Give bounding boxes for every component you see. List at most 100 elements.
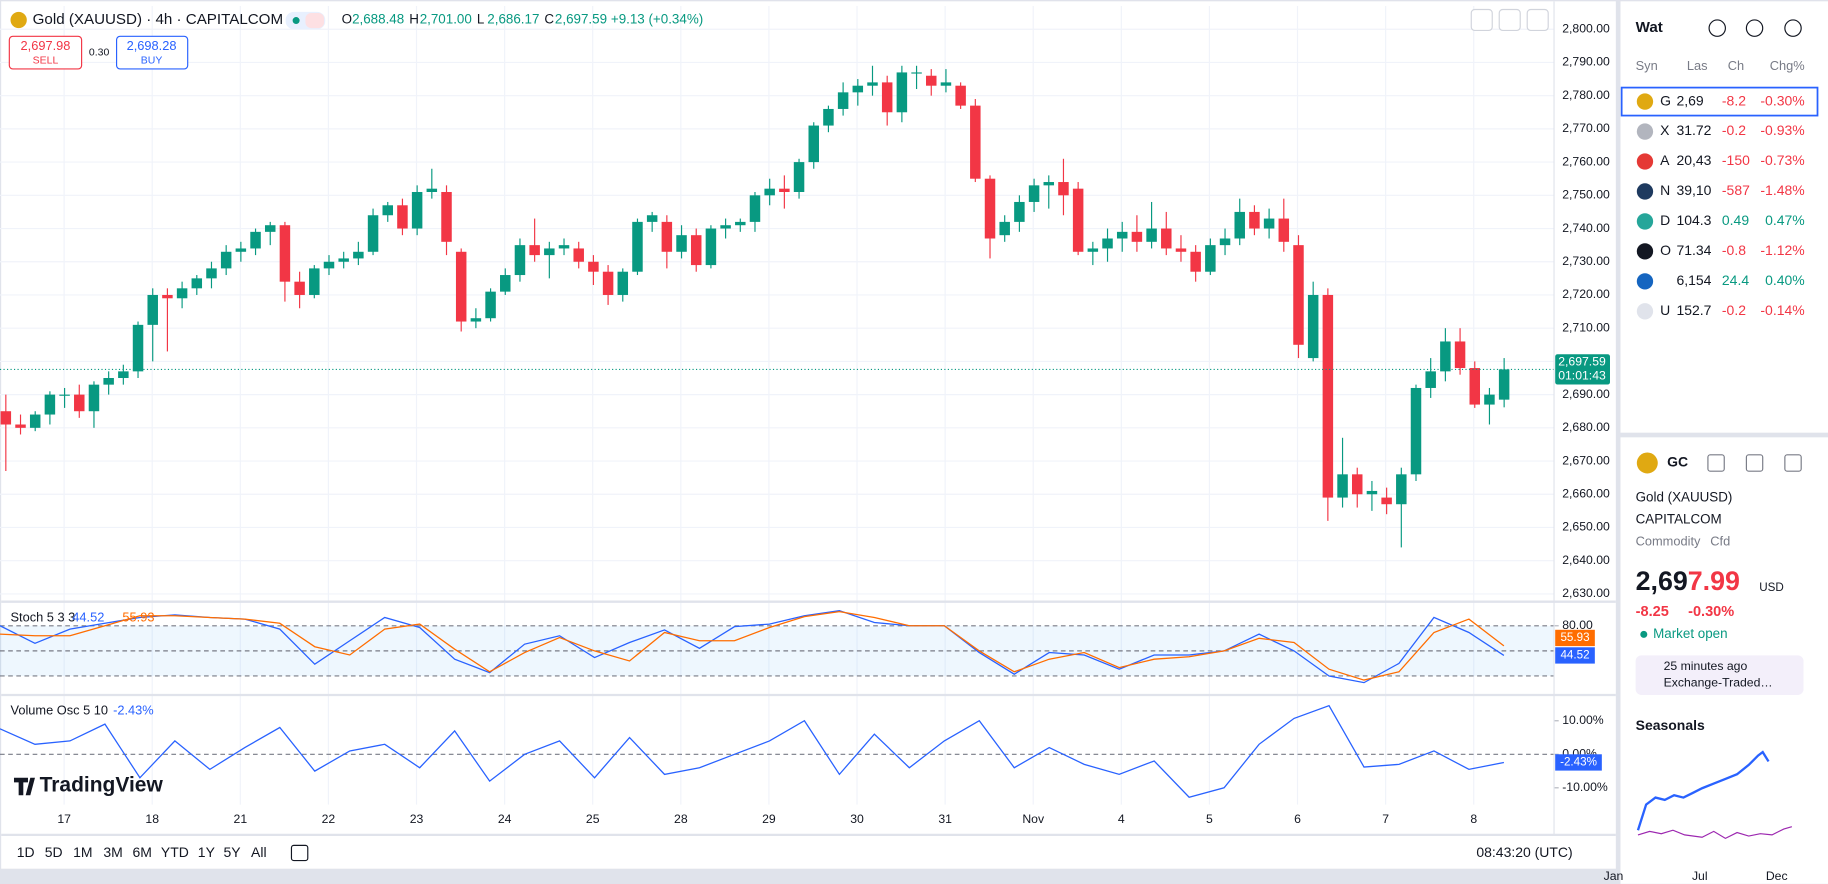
candle-body bbox=[1322, 294, 1334, 498]
candle-body bbox=[617, 271, 629, 295]
symbol-icon bbox=[1636, 123, 1654, 140]
candle-body bbox=[411, 191, 423, 229]
candle-body bbox=[808, 125, 819, 163]
sell-price: 2,697.98 bbox=[21, 38, 71, 53]
candle-body bbox=[279, 225, 291, 282]
candle-body bbox=[881, 82, 893, 113]
candle-body bbox=[176, 288, 188, 299]
buy-button[interactable] bbox=[115, 35, 189, 70]
change: -150 bbox=[1722, 152, 1750, 168]
last-price: 39,10 bbox=[1676, 182, 1711, 198]
price-main: 2,69 bbox=[1636, 566, 1688, 596]
compare-icon[interactable] bbox=[290, 844, 309, 862]
y-tick-label: 2,800.00 bbox=[1562, 21, 1610, 35]
x-tick-label: 18 bbox=[145, 812, 159, 826]
range-button[interactable]: 1Y bbox=[198, 844, 216, 860]
y-tick-label: 80.00 bbox=[1562, 618, 1593, 632]
candle-body bbox=[397, 205, 408, 229]
x-tick-label: 4 bbox=[1118, 812, 1125, 826]
price-tail: 7.99 bbox=[1688, 566, 1740, 596]
range-button[interactable]: All bbox=[251, 844, 267, 860]
candle-body bbox=[1014, 201, 1025, 222]
chart-button[interactable] bbox=[1470, 8, 1493, 32]
panel-button[interactable] bbox=[1745, 19, 1764, 37]
candle-body bbox=[1028, 185, 1040, 202]
change-pct: 0.40% bbox=[1765, 272, 1805, 288]
buy-price: 2,698.28 bbox=[127, 38, 177, 53]
candle-body bbox=[544, 248, 555, 256]
candle-body bbox=[588, 261, 599, 272]
news-card[interactable] bbox=[1635, 655, 1804, 695]
range-button[interactable]: 1M bbox=[73, 844, 92, 860]
candle-body bbox=[1307, 294, 1319, 359]
candle-body bbox=[1498, 369, 1510, 400]
candle-body bbox=[1190, 251, 1201, 272]
y-tick-label: 2,630.00 bbox=[1562, 586, 1610, 600]
panel-button[interactable] bbox=[1784, 19, 1802, 37]
chart-button[interactable] bbox=[1526, 8, 1549, 32]
range-button[interactable]: 5D bbox=[45, 844, 63, 860]
seasonal-line bbox=[1637, 826, 1793, 840]
market-status: Market open bbox=[1653, 626, 1727, 641]
symbol[interactable]: G bbox=[1660, 92, 1671, 108]
column-header: Syn bbox=[1636, 58, 1658, 73]
ohlc-value: 2,697.59 bbox=[555, 12, 607, 27]
ohlc-label: H bbox=[409, 12, 419, 27]
candle-body bbox=[44, 394, 56, 415]
symbol[interactable]: A bbox=[1660, 152, 1670, 168]
change-pct: -0.30% bbox=[1760, 92, 1804, 108]
indicator-title: Volume Osc 5 10 bbox=[10, 703, 108, 718]
symbol[interactable]: D bbox=[1660, 212, 1670, 228]
x-tick-label: 21 bbox=[234, 812, 248, 826]
change-pct: -1.12% bbox=[1760, 242, 1804, 258]
sell-button[interactable] bbox=[8, 35, 83, 70]
candle-body bbox=[250, 231, 261, 249]
last-price: 152.7 bbox=[1676, 302, 1711, 318]
change: -0.2 bbox=[1722, 302, 1746, 318]
x-tick-label: 31 bbox=[938, 812, 952, 826]
chart-button[interactable] bbox=[1498, 8, 1521, 32]
spread: 0.30 bbox=[89, 47, 110, 58]
news-time: 25 minutes ago bbox=[1664, 659, 1748, 673]
range-button[interactable]: 5Y bbox=[223, 844, 241, 860]
range-button[interactable]: 1D bbox=[17, 844, 35, 860]
candle-body bbox=[1469, 368, 1481, 405]
last-price: 2,69 bbox=[1676, 92, 1703, 108]
candle-body bbox=[1263, 218, 1275, 229]
candle-body bbox=[470, 318, 482, 322]
panel-button[interactable] bbox=[1707, 454, 1725, 472]
symbol[interactable]: O bbox=[1660, 242, 1671, 258]
detail-ticker: GC bbox=[1667, 454, 1688, 470]
candle-body bbox=[1116, 231, 1128, 239]
symbol[interactable]: U bbox=[1660, 302, 1670, 318]
indicator-line bbox=[0, 610, 1505, 681]
candle-body bbox=[1249, 211, 1260, 229]
range-button[interactable]: 3M bbox=[103, 844, 122, 860]
panel-button[interactable] bbox=[1745, 454, 1764, 472]
candle-body bbox=[1072, 188, 1084, 252]
x-tick-label: 28 bbox=[674, 812, 688, 826]
legend-value: -2.43% bbox=[113, 703, 154, 718]
panel-button[interactable] bbox=[1708, 19, 1726, 37]
range-button[interactable]: 6M bbox=[133, 844, 152, 860]
countdown: 01:01:43 bbox=[1558, 369, 1606, 383]
last-price-badge bbox=[1555, 354, 1610, 385]
range-button[interactable]: YTD bbox=[161, 844, 189, 860]
column-header: Chg% bbox=[1770, 58, 1805, 73]
candle-body bbox=[705, 228, 717, 266]
candle-body bbox=[338, 258, 349, 262]
candle-body bbox=[1454, 341, 1466, 369]
candle-body bbox=[602, 271, 614, 295]
y-tick-label: 10.00% bbox=[1562, 713, 1604, 727]
candle-body bbox=[823, 108, 834, 126]
candle-body bbox=[1146, 228, 1157, 242]
symbol-icon bbox=[1636, 153, 1654, 170]
candle-body bbox=[955, 85, 966, 106]
panel-button[interactable] bbox=[1784, 454, 1802, 472]
detail-logo bbox=[1636, 452, 1658, 474]
candle-body bbox=[1381, 497, 1392, 505]
symbol[interactable]: N bbox=[1660, 182, 1670, 198]
seasonals-title: Seasonals bbox=[1636, 717, 1705, 733]
symbol[interactable]: X bbox=[1660, 122, 1670, 138]
ohlc-label: C bbox=[544, 12, 554, 27]
